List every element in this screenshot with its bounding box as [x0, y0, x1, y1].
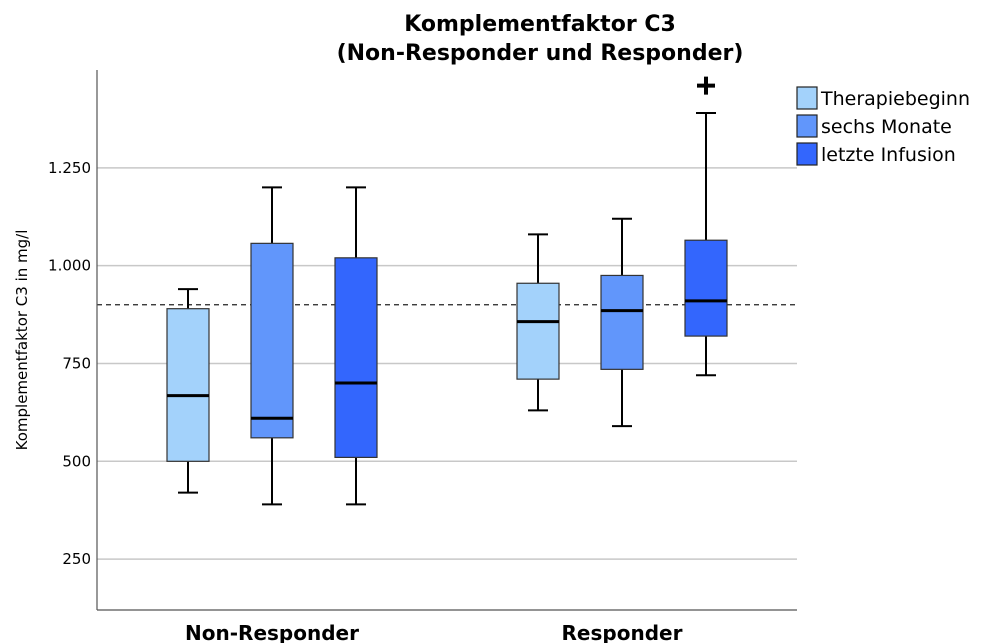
legend: Therapiebeginn sechs Monate letzte Infusio… [796, 86, 970, 166]
chart-title-line-1: Komplementfaktor C3 [404, 12, 676, 37]
box-iqr [600, 274, 644, 370]
boxes [166, 76, 728, 506]
grid-lines [97, 167, 797, 560]
legend-label: letzte Infusion [821, 144, 956, 166]
y-tick-label: 250 [62, 550, 91, 568]
box-therapiebeginn [166, 288, 210, 494]
box-sechs-monate [250, 186, 294, 506]
y-tick-label: 750 [62, 354, 91, 372]
legend-swatch [796, 142, 818, 166]
y-tick-labels: 250 500 750 1.000 1.250 [48, 159, 91, 568]
box-iqr [334, 257, 378, 458]
box-iqr [166, 308, 210, 462]
axes [96, 70, 797, 611]
box-iqr [684, 239, 728, 337]
box-iqr [250, 242, 294, 439]
box-sechs-monate [600, 217, 644, 428]
y-tick-label: 1.000 [48, 257, 91, 275]
outlier-marker [697, 76, 715, 95]
y-tick-label: 500 [62, 452, 91, 470]
x-tick-label: Non-Responder [185, 621, 359, 643]
x-tick-labels: Non-Responder Responder [185, 621, 683, 643]
y-axis-label: Komplementfaktor C3 in mg/l [13, 230, 31, 451]
chart-title-line-2: (Non-Responder und Responder) [337, 41, 744, 66]
legend-swatch [796, 86, 818, 110]
box-letzte-infusion [684, 76, 728, 377]
box-therapiebeginn [516, 233, 560, 412]
legend-swatch [796, 114, 818, 138]
box-iqr [516, 282, 560, 380]
legend-label: sechs Monate [821, 116, 952, 138]
legend-label: Therapiebeginn [820, 88, 970, 110]
x-tick-label: Responder [562, 621, 683, 643]
box-letzte-infusion [334, 186, 378, 506]
y-tick-label: 1.250 [48, 159, 91, 177]
